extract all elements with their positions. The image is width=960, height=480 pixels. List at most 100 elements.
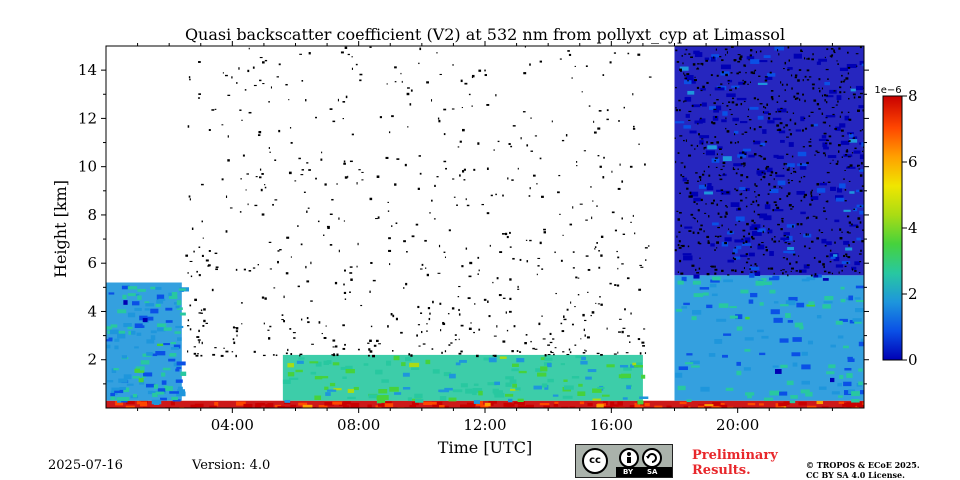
noise-dot: [259, 79, 262, 82]
by-attribution-icon: [619, 448, 639, 468]
heatmap-cell: [156, 323, 167, 327]
noise-dot: [818, 229, 821, 232]
noise-dot: [387, 201, 390, 203]
noise-dot: [808, 145, 812, 147]
heatmap-cell: [325, 392, 331, 396]
heatmap-cell: [107, 379, 114, 383]
noise-dot: [764, 79, 768, 82]
noise-dot: [798, 180, 801, 183]
heatmap-cell: [439, 405, 445, 408]
heatmap-cell: [762, 129, 767, 134]
noise-dot: [477, 256, 480, 259]
heatmap-cell: [171, 292, 178, 297]
noise-dot: [811, 240, 814, 243]
noise-dot: [794, 98, 797, 100]
heatmap-cell: [759, 213, 766, 219]
noise-dot: [859, 221, 862, 224]
noise-dot: [775, 204, 778, 207]
heatmap-cell: [699, 135, 710, 139]
heatmap-cell: [505, 382, 512, 387]
noise-dot: [848, 97, 850, 100]
heatmap-cell: [677, 280, 684, 285]
noise-dot: [700, 103, 702, 106]
heatmap-cell: [795, 129, 801, 132]
heatmap-cell: [106, 344, 111, 349]
noise-dot: [198, 246, 201, 248]
heatmap-cell: [629, 405, 636, 408]
noise-dot: [785, 124, 788, 127]
noise-dot: [327, 226, 330, 230]
heatmap-cell: [842, 403, 851, 407]
noise-dot: [596, 242, 599, 244]
noise-dot: [344, 176, 348, 179]
heatmap-cell: [123, 387, 130, 393]
heatmap-cell: [838, 395, 843, 398]
heatmap-cell: [146, 339, 155, 344]
noise-dot: [512, 257, 515, 260]
noise-dot: [591, 216, 593, 220]
noise-dot: [759, 103, 763, 105]
noise-dot: [590, 314, 592, 317]
noise-dot: [461, 265, 464, 268]
noise-dot: [264, 297, 267, 300]
noise-dot: [861, 185, 864, 187]
x-tick-label: 16:00: [590, 416, 633, 434]
noise-dot: [763, 176, 766, 179]
noise-dot: [318, 321, 321, 324]
noise-dot: [276, 76, 279, 78]
noise-dot: [478, 269, 480, 272]
heatmap-cell: [414, 393, 423, 399]
noise-dot: [617, 256, 620, 259]
noise-dot: [639, 352, 642, 355]
heatmap-cell: [684, 96, 692, 102]
heatmap-cell: [639, 396, 649, 399]
noise-dot: [821, 87, 823, 90]
heatmap-cell: [839, 374, 844, 380]
noise-dot: [338, 217, 340, 220]
heatmap-cell: [632, 362, 637, 366]
noise-dot: [706, 272, 710, 276]
noise-dot: [841, 74, 843, 77]
noise-dot: [750, 271, 753, 273]
heatmap-cell: [164, 385, 169, 390]
heatmap-cell: [739, 187, 746, 191]
noise-dot: [743, 166, 745, 168]
noise-dot: [606, 327, 608, 330]
noise-dot: [819, 89, 821, 93]
noise-dot: [806, 58, 809, 60]
heatmap-cell: [432, 402, 442, 407]
noise-dot: [483, 298, 487, 301]
noise-dot: [598, 266, 601, 269]
noise-dot: [796, 223, 800, 226]
heatmap-cell: [117, 309, 127, 314]
noise-dot: [207, 265, 210, 267]
noise-dot: [369, 350, 373, 353]
noise-dot: [786, 195, 789, 198]
noise-dot: [675, 160, 677, 164]
heatmap-cell: [779, 391, 788, 396]
noise-dot: [799, 98, 801, 101]
heatmap-cell: [750, 292, 758, 298]
heatmap-cell: [115, 401, 124, 406]
heatmap-cell: [121, 285, 130, 290]
noise-dot: [719, 216, 723, 218]
heatmap-cell: [121, 355, 127, 359]
noise-dot: [742, 242, 745, 244]
noise-dot: [530, 150, 534, 152]
heatmap-cell: [818, 138, 828, 142]
noise-dot: [843, 91, 846, 93]
noise-dot: [698, 133, 700, 136]
noise-dot: [834, 241, 836, 244]
heatmap-cell: [156, 294, 165, 300]
heatmap-cell: [856, 401, 862, 406]
heatmap-cell: [173, 302, 180, 305]
noise-dot: [816, 237, 820, 240]
noise-dot: [711, 265, 714, 268]
heatmap-cell: [295, 369, 303, 373]
noise-dot: [806, 264, 810, 266]
heatmap-cell: [742, 148, 751, 152]
noise-dot: [470, 322, 472, 324]
noise-dot: [694, 79, 698, 82]
noise-dot: [702, 85, 705, 89]
noise-dot: [808, 115, 811, 117]
